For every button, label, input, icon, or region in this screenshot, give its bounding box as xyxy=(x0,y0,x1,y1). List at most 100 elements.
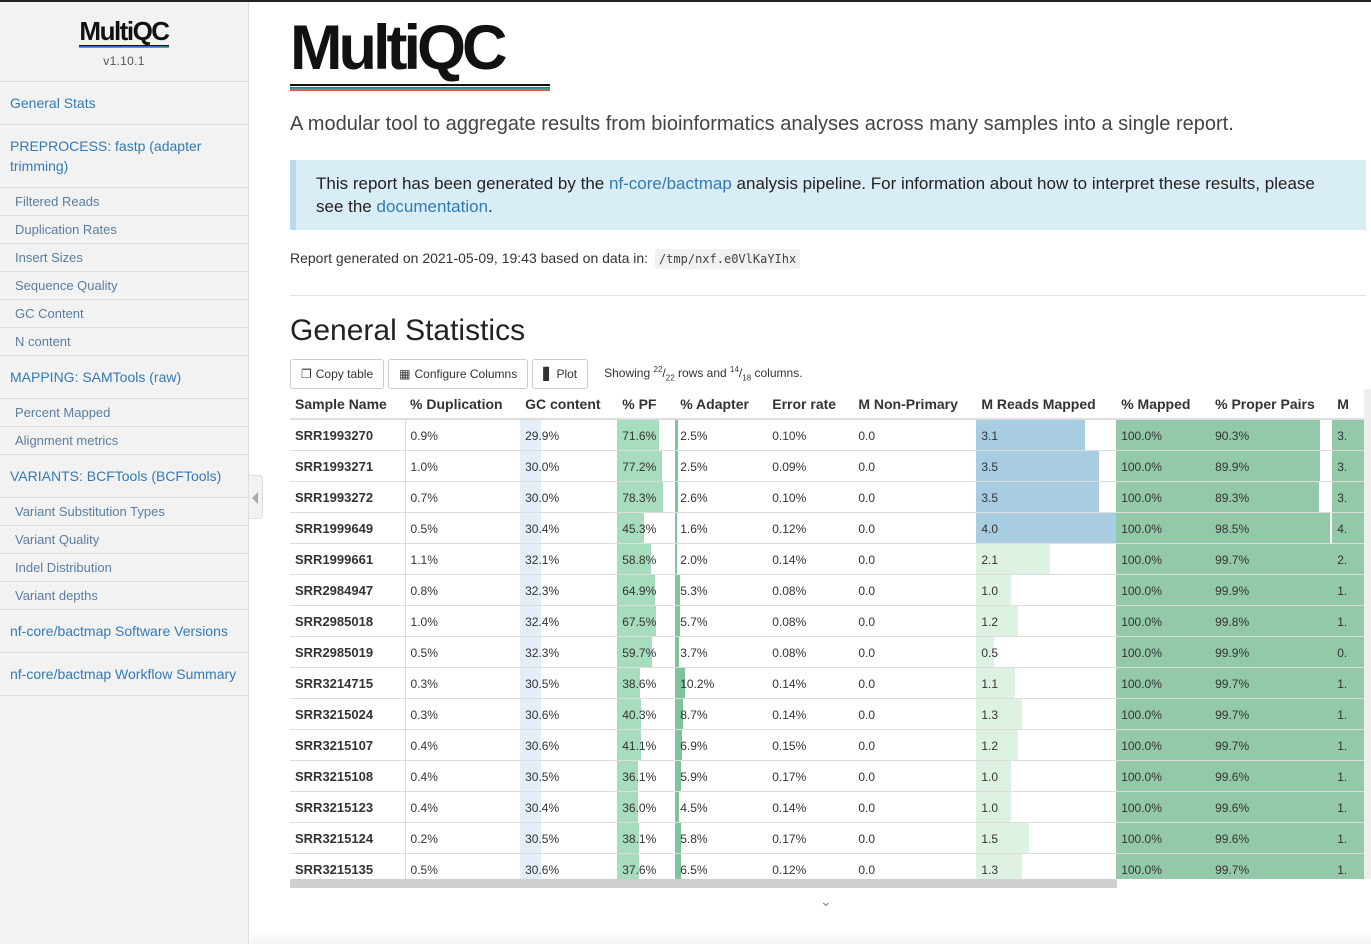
value-bar xyxy=(1116,699,1211,729)
cell-value: 0.0 xyxy=(858,428,876,443)
sample-name-cell: SRR2984947 xyxy=(290,574,406,606)
cell-value: 3. xyxy=(1337,459,1348,474)
vertical-scrollbar[interactable] xyxy=(1364,389,1371,879)
cell-value: 30.0% xyxy=(525,490,560,505)
table-row: SRR2984947 0.8% 32.3% 64.9% 5.3% 0.08% 0.0 1.0 1… xyxy=(290,574,1371,606)
expand-table-chevron-down-icon[interactable]: ⌄ xyxy=(820,893,832,909)
cell-value: 0.5% xyxy=(410,645,438,660)
sidebar-item[interactable]: nf-core/bactmap Workflow Summary xyxy=(0,653,248,696)
cell-value: 0.08% xyxy=(772,614,807,629)
cell-adapter: 5.8% xyxy=(675,822,768,854)
value-bar xyxy=(520,606,542,636)
column-header[interactable]: % Mapped xyxy=(1116,389,1211,420)
value-bar xyxy=(520,451,542,481)
cell-value: 10.2% xyxy=(680,676,715,691)
cell-value: 1.2 xyxy=(981,614,999,629)
cell-value: 89.9% xyxy=(1215,459,1250,474)
column-header[interactable]: M Non-Primary xyxy=(853,389,977,420)
sidebar-logo[interactable]: MultiQC v1.10.1 xyxy=(0,2,248,82)
cell-value: 3.5 xyxy=(981,490,999,505)
cell-value: 99.7% xyxy=(1215,676,1250,691)
cell-adapter: 5.7% xyxy=(675,605,768,637)
sidebar-item[interactable]: Sequence Quality xyxy=(0,272,248,300)
logo-stripes xyxy=(79,45,169,48)
value-bar xyxy=(617,482,663,512)
cell-value: 30.0% xyxy=(525,459,560,474)
value-bar xyxy=(520,513,542,543)
sidebar-collapse-toggle[interactable] xyxy=(249,475,263,519)
cell-value: 30.5% xyxy=(525,769,560,784)
column-header[interactable]: % Duplication xyxy=(405,389,521,420)
sidebar-item[interactable]: Variant depths xyxy=(0,582,248,610)
cell-value: 1.6% xyxy=(680,521,708,536)
plot-button[interactable]: ▋ Plot xyxy=(532,359,589,389)
sidebar-item[interactable]: Percent Mapped xyxy=(0,399,248,427)
tagline: A modular tool to aggregate results from… xyxy=(290,113,1234,135)
sidebar-item[interactable]: Duplication Rates xyxy=(0,216,248,244)
cell-gc: 32.3% xyxy=(520,574,618,606)
sidebar-item[interactable]: Variant Substitution Types xyxy=(0,498,248,526)
value-bar xyxy=(520,420,542,450)
value-bar xyxy=(675,854,682,879)
cell-dup: 0.4% xyxy=(405,791,521,823)
sidebar-item[interactable]: MAPPING: SAMTools (raw) xyxy=(0,356,248,399)
cell-adapter: 2.5% xyxy=(675,450,768,482)
cell-value: 100.0% xyxy=(1121,862,1162,877)
cell-value: 30.5% xyxy=(525,676,560,691)
cell-value: 30.5% xyxy=(525,831,560,846)
copy-table-button[interactable]: ❐ Copy table xyxy=(290,359,385,389)
cell-mapped_reads: 2.1 xyxy=(976,543,1117,575)
cell-value: 6.9% xyxy=(680,738,708,753)
cell-value: 100.0% xyxy=(1121,769,1162,784)
configure-columns-button[interactable]: ▦ Configure Columns xyxy=(388,359,529,389)
value-bar xyxy=(976,544,1050,574)
value-bar xyxy=(1116,823,1211,853)
cell-mapped_reads: 1.0 xyxy=(976,574,1117,606)
general-stats-table-container[interactable]: Sample Name% Duplication GC content% PF% … xyxy=(290,389,1371,879)
pipeline-link[interactable]: nf-core/bactmap xyxy=(608,174,732,193)
horizontal-scrollbar[interactable] xyxy=(290,879,1117,888)
cell-gc: 30.5% xyxy=(520,667,618,699)
sample-name-cell: SRR3215123 xyxy=(290,791,406,823)
cell-pct_mapped: 100.0% xyxy=(1116,791,1211,823)
cell-gc: 32.4% xyxy=(520,605,618,637)
cell-value: 4.0 xyxy=(981,521,999,536)
cell-gc: 30.6% xyxy=(520,729,618,761)
value-bar xyxy=(1210,544,1332,574)
cell-value: 99.7% xyxy=(1215,738,1250,753)
column-header[interactable]: % Proper Pairs xyxy=(1210,389,1333,420)
cell-pct_mapped: 100.0% xyxy=(1116,543,1211,575)
report-generated-info: Report generated on 2021-05-09, 19:43 ba… xyxy=(290,249,801,269)
cell-value: 100.0% xyxy=(1121,459,1162,474)
sidebar-item[interactable]: PREPROCESS: fastp (adapter trimming) xyxy=(0,125,248,188)
cell-value: 100.0% xyxy=(1121,800,1162,815)
sidebar-item[interactable]: nf-core/bactmap Software Versions xyxy=(0,610,248,653)
sidebar-item[interactable]: Insert Sizes xyxy=(0,244,248,272)
cell-pct_mapped: 100.0% xyxy=(1116,667,1211,699)
table-row: SRR2985019 0.5% 32.3% 59.7% 3.7% 0.08% 0.0 0.5 1… xyxy=(290,636,1371,668)
sidebar-item[interactable]: N content xyxy=(0,328,248,356)
cell-value: 29.9% xyxy=(525,428,560,443)
column-header[interactable]: Sample Name xyxy=(290,389,406,420)
sidebar-item[interactable]: Indel Distribution xyxy=(0,554,248,582)
column-header[interactable]: M Reads Mapped xyxy=(976,389,1117,420)
column-header[interactable]: Error rate xyxy=(767,389,854,420)
cell-value: 100.0% xyxy=(1121,738,1162,753)
value-bar xyxy=(617,823,640,853)
sidebar-item[interactable]: VARIANTS: BCFTools (BCFTools) xyxy=(0,455,248,498)
sidebar-item[interactable]: Alignment metrics xyxy=(0,427,248,455)
value-bar xyxy=(675,730,682,760)
sidebar-item[interactable]: GC Content xyxy=(0,300,248,328)
value-bar xyxy=(1116,606,1211,636)
column-header[interactable]: GC content xyxy=(520,389,618,420)
cell-pf: 64.9% xyxy=(617,574,676,606)
sidebar-item[interactable]: Variant Quality xyxy=(0,526,248,554)
cell-err: 0.12% xyxy=(767,853,854,879)
column-header[interactable]: % PF xyxy=(617,389,676,420)
sidebar-item[interactable]: General Stats xyxy=(0,82,248,125)
cell-nonprim: 0.0 xyxy=(853,667,977,699)
column-header[interactable]: % Adapter xyxy=(675,389,768,420)
cell-value: 0.0 xyxy=(858,800,876,815)
sidebar-item[interactable]: Filtered Reads xyxy=(0,188,248,216)
documentation-link[interactable]: documentation xyxy=(376,197,489,216)
